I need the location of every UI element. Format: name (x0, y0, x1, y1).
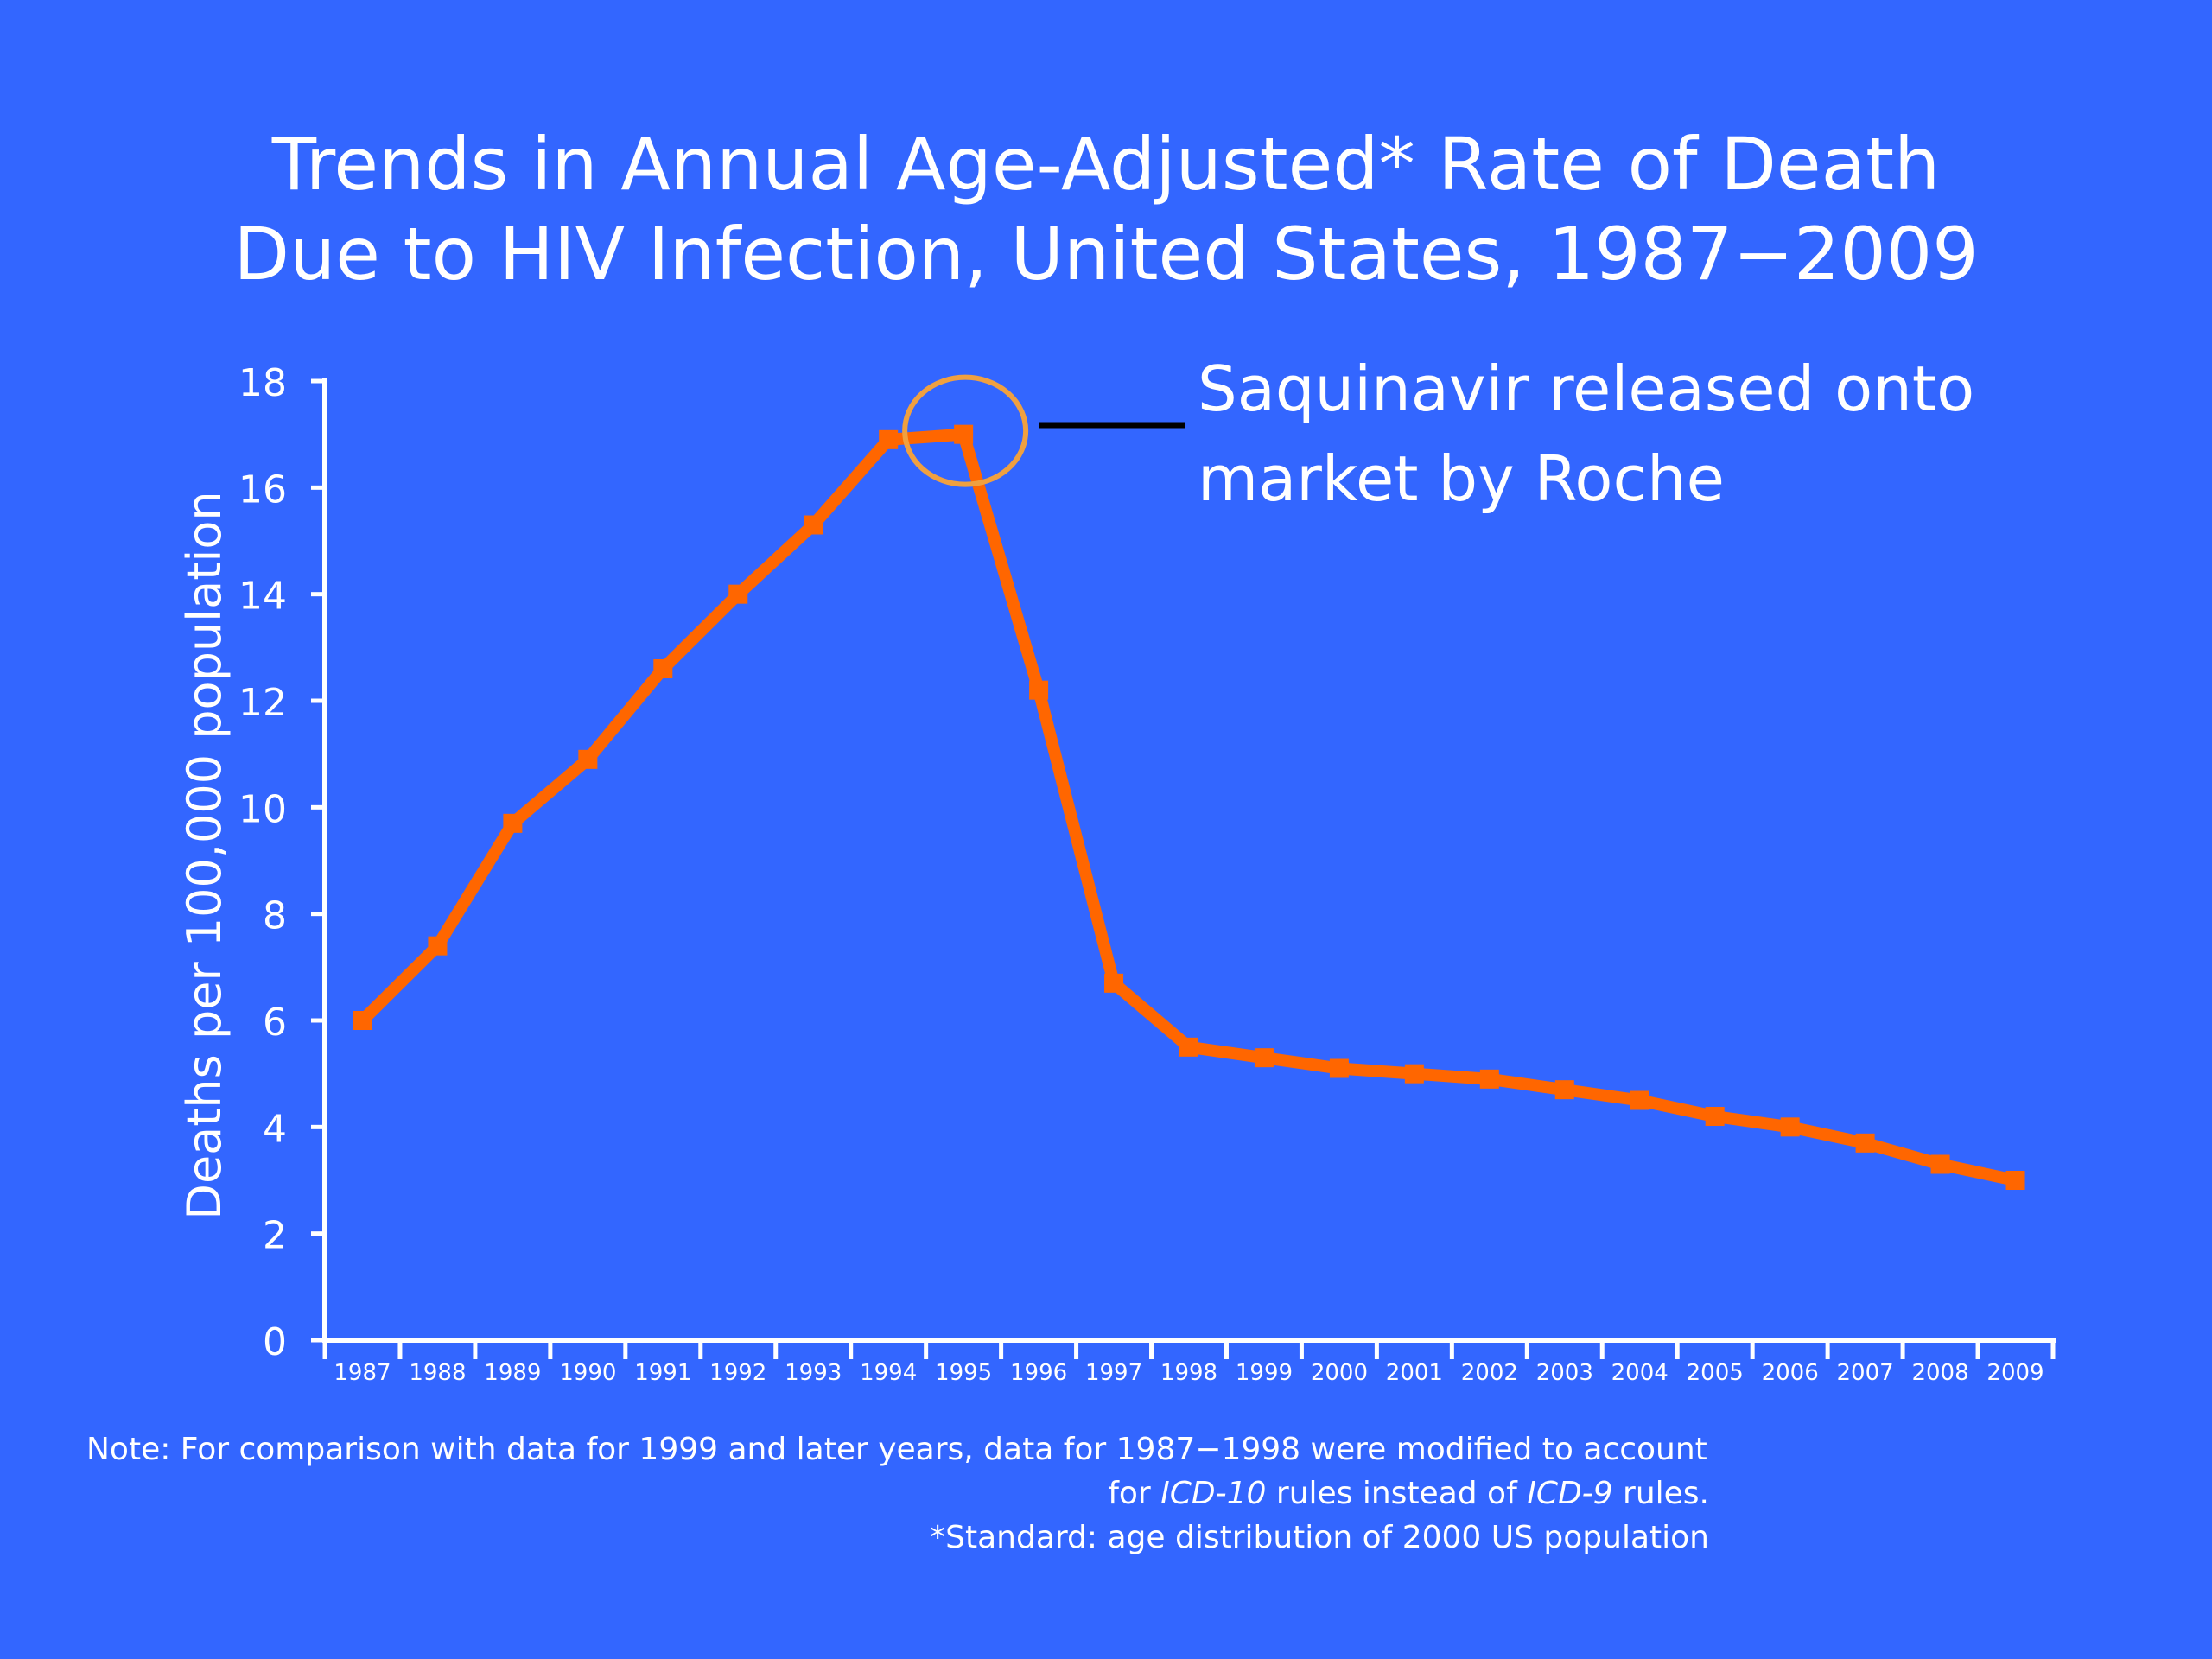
y-tick-label: 4 (263, 1107, 287, 1151)
data-markers (353, 424, 2025, 1190)
chart-title: Trends in Annual Age-Adjusted* Rate of D… (0, 119, 2212, 299)
data-point (428, 936, 448, 956)
data-point (728, 584, 748, 604)
x-tick-label: 1988 (409, 1360, 466, 1386)
data-point (1930, 1154, 1950, 1174)
x-tick-label: 2001 (1386, 1360, 1443, 1386)
series-line (358, 428, 2017, 1186)
x-tick-label: 1993 (785, 1360, 842, 1386)
note-line-2-prefix: for (1108, 1476, 1161, 1511)
x-tick-label: 1996 (1010, 1360, 1067, 1386)
y-tick-label: 0 (263, 1320, 287, 1364)
data-point (1179, 1037, 1198, 1057)
data-series (358, 428, 2017, 1186)
y-axis-label: Deaths per 100,000 population (177, 491, 232, 1219)
highlight-circle (902, 374, 1029, 487)
x-tick-label: 1991 (634, 1360, 691, 1386)
x-tick-label: 2009 (1986, 1360, 2044, 1386)
x-tick-label: 2004 (1611, 1360, 1669, 1386)
x-tick-label: 1990 (559, 1360, 616, 1386)
data-point (1104, 973, 1124, 993)
x-tick-label: 1989 (484, 1360, 541, 1386)
y-tick-label: 10 (238, 787, 287, 831)
y-tick-label: 6 (263, 1001, 287, 1045)
note-icd9: ICD-9 (1527, 1476, 1613, 1511)
x-tick-label: 2008 (1911, 1360, 1968, 1386)
y-axis-ticks: 0 2 4 6 8 10 12 14 16 18 (238, 361, 325, 1364)
y-tick-label: 18 (238, 361, 287, 405)
note-icd10: ICD-10 (1160, 1476, 1267, 1511)
x-tick-label: 1992 (709, 1360, 766, 1386)
data-point (1630, 1090, 1649, 1110)
x-tick-label: 1999 (1236, 1360, 1293, 1386)
x-tick-label: 2003 (1536, 1360, 1593, 1386)
data-point (503, 813, 523, 833)
chart-axes (322, 378, 2056, 1343)
annotation-label: Saquinavir released onto market by Roche (1198, 344, 1974, 524)
note-line-1: Note: For comparison with data for 1999 … (86, 1432, 1707, 1467)
x-tick-label: 2002 (1461, 1360, 1518, 1386)
y-tick-label: 16 (238, 467, 287, 512)
x-tick-label: 2007 (1837, 1360, 1894, 1386)
data-point (578, 749, 598, 769)
chart-title-line-1: Trends in Annual Age-Adjusted* Rate of D… (271, 122, 1941, 207)
note-line-2-suffix: rules. (1612, 1476, 1709, 1511)
note-line-2: for ICD-10 rules instead of ICD-9 rules. (86, 1471, 1709, 1516)
note-line-2-middle: rules instead of (1266, 1476, 1528, 1511)
data-point (1254, 1048, 1274, 1068)
data-point (1705, 1107, 1725, 1126)
y-tick-label: 12 (238, 681, 287, 725)
footnote: Note: For comparison with data for 1999 … (86, 1427, 1709, 1560)
note-line-3: *Standard: age distribution of 2000 US p… (930, 1520, 1709, 1555)
x-tick-label: 1998 (1160, 1360, 1217, 1386)
y-tick-label: 2 (263, 1214, 287, 1258)
y-tick-label: 8 (263, 894, 287, 938)
data-point (879, 429, 899, 449)
data-point (1855, 1133, 1875, 1153)
data-point (653, 659, 673, 678)
x-tick-label: 2000 (1311, 1360, 1368, 1386)
data-point (1029, 680, 1049, 700)
x-tick-label: 1995 (935, 1360, 992, 1386)
x-tick-label: 1997 (1085, 1360, 1142, 1386)
x-tick-label: 2006 (1762, 1360, 1819, 1386)
data-point (1329, 1058, 1349, 1078)
data-point (1479, 1069, 1499, 1089)
annotation-line-2: market by Roche (1198, 442, 1725, 515)
data-point (1404, 1064, 1424, 1084)
x-tick-label: 2005 (1687, 1360, 1744, 1386)
x-tick-label: 1987 (334, 1360, 391, 1386)
chart-title-line-2: Due to HIV Infection, United States, 198… (233, 212, 1979, 296)
x-tick-label: 1994 (860, 1360, 917, 1386)
annotation-line-1: Saquinavir released onto (1198, 353, 1975, 425)
data-point (353, 1011, 372, 1030)
data-point (1780, 1117, 1800, 1137)
data-point (954, 424, 974, 444)
data-point (804, 515, 823, 535)
data-point (1554, 1080, 1574, 1100)
x-axis-ticks: 1987 1988 1989 1990 1991 1992 1993 1994 1995 1996… (322, 1340, 2056, 1386)
y-tick-label: 14 (238, 575, 287, 619)
data-point (2005, 1171, 2025, 1190)
